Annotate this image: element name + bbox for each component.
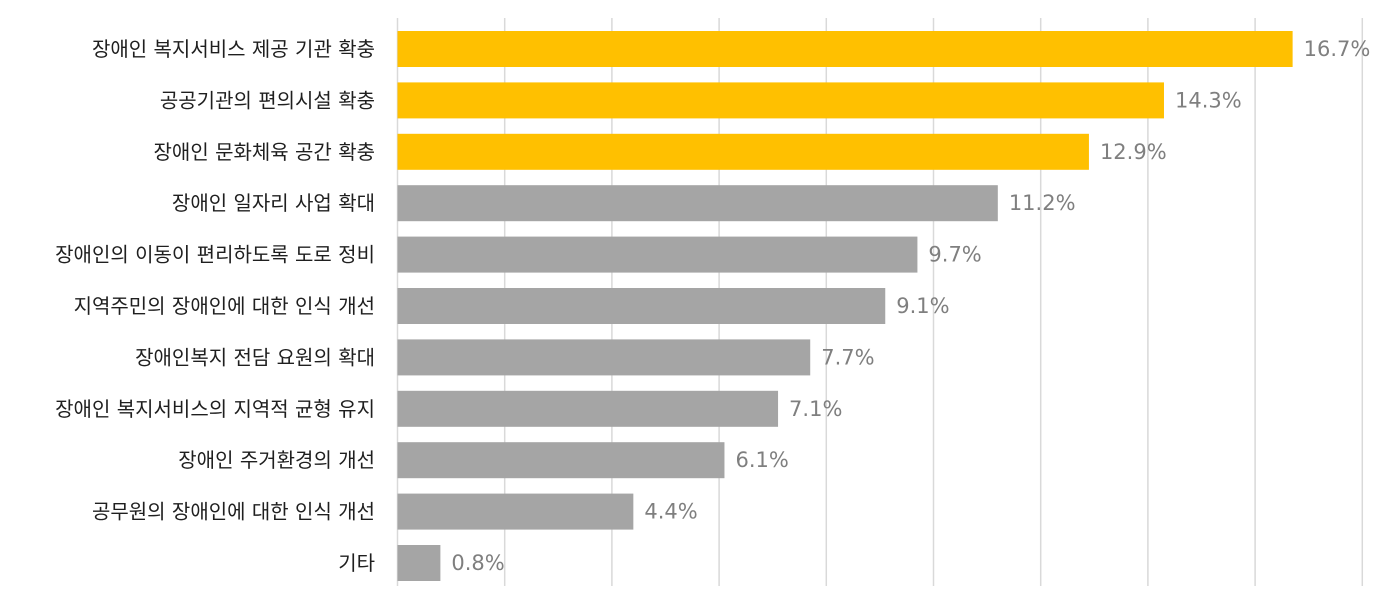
value-label-7: 7.1%	[789, 397, 842, 421]
category-label-7: 장애인 복지서비스의 지역적 균형 유지	[55, 397, 375, 421]
category-label-0: 장애인 복지서비스 제공 기관 확충	[92, 37, 375, 61]
value-label-10: 0.8%	[451, 551, 504, 575]
bar-0	[397, 31, 1293, 67]
bar-10	[397, 545, 441, 581]
category-label-8: 장애인 주거환경의 개선	[178, 448, 375, 472]
category-label-1: 공공기관의 편의시설 확충	[160, 88, 375, 112]
value-label-1: 14.3%	[1175, 88, 1242, 112]
category-label-5: 지역주민의 장애인에 대한 인식 개선	[74, 294, 375, 318]
category-label-3: 장애인 일자리 사업 확대	[172, 191, 375, 215]
value-label-9: 4.4%	[644, 500, 697, 524]
bar-3	[397, 185, 998, 222]
bar-5	[397, 288, 886, 324]
value-label-6: 7.7%	[821, 345, 874, 369]
bars	[397, 31, 1293, 581]
category-label-2: 장애인 문화체육 공간 확충	[154, 140, 375, 164]
bar-2	[397, 133, 1089, 170]
category-label-10: 기타	[338, 551, 375, 575]
category-label-9: 공무원의 장애인에 대한 인식 개선	[92, 500, 375, 524]
bar-1	[397, 82, 1164, 119]
value-label-8: 6.1%	[735, 448, 788, 472]
value-label-0: 16.7%	[1304, 37, 1371, 61]
value-labels: 16.7% 14.3% 12.9% 11.2% 9.7% 9.1% 7.7% 7.1% 6.1%…	[451, 37, 1370, 575]
value-label-4: 9.7%	[928, 243, 981, 267]
category-label-4: 장애인의 이동이 편리하도록 도로 정비	[55, 243, 375, 267]
category-label-6: 장애인복지 전담 요원의 확대	[135, 345, 375, 369]
value-label-5: 9.1%	[896, 294, 949, 318]
bar-7	[397, 390, 779, 427]
bar-4	[397, 236, 918, 273]
value-label-2: 12.9%	[1100, 140, 1167, 164]
bar-8	[397, 442, 725, 479]
value-label-3: 11.2%	[1009, 191, 1076, 215]
bar-9	[397, 493, 634, 530]
bar-6	[397, 339, 811, 376]
